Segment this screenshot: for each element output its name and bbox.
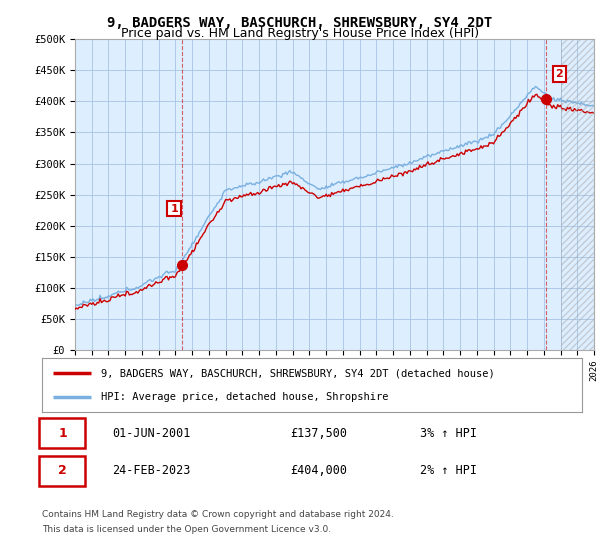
Text: 2: 2 bbox=[58, 464, 67, 477]
Text: £404,000: £404,000 bbox=[290, 464, 347, 477]
Text: Contains HM Land Registry data © Crown copyright and database right 2024.: Contains HM Land Registry data © Crown c… bbox=[42, 510, 394, 519]
Text: £137,500: £137,500 bbox=[290, 427, 347, 440]
Text: 2: 2 bbox=[556, 69, 563, 79]
Text: 3% ↑ HPI: 3% ↑ HPI bbox=[420, 427, 477, 440]
Text: 9, BADGERS WAY, BASCHURCH, SHREWSBURY, SY4 2DT: 9, BADGERS WAY, BASCHURCH, SHREWSBURY, S… bbox=[107, 16, 493, 30]
Text: 9, BADGERS WAY, BASCHURCH, SHREWSBURY, SY4 2DT (detached house): 9, BADGERS WAY, BASCHURCH, SHREWSBURY, S… bbox=[101, 368, 495, 379]
FancyBboxPatch shape bbox=[40, 455, 85, 486]
Text: 24-FEB-2023: 24-FEB-2023 bbox=[112, 464, 191, 477]
Text: 1: 1 bbox=[170, 204, 178, 213]
Text: 01-JUN-2001: 01-JUN-2001 bbox=[112, 427, 191, 440]
FancyBboxPatch shape bbox=[40, 418, 85, 449]
Text: Price paid vs. HM Land Registry's House Price Index (HPI): Price paid vs. HM Land Registry's House … bbox=[121, 27, 479, 40]
Text: HPI: Average price, detached house, Shropshire: HPI: Average price, detached house, Shro… bbox=[101, 391, 389, 402]
Text: 1: 1 bbox=[58, 427, 67, 440]
Text: 2% ↑ HPI: 2% ↑ HPI bbox=[420, 464, 477, 477]
Text: This data is licensed under the Open Government Licence v3.0.: This data is licensed under the Open Gov… bbox=[42, 525, 331, 534]
